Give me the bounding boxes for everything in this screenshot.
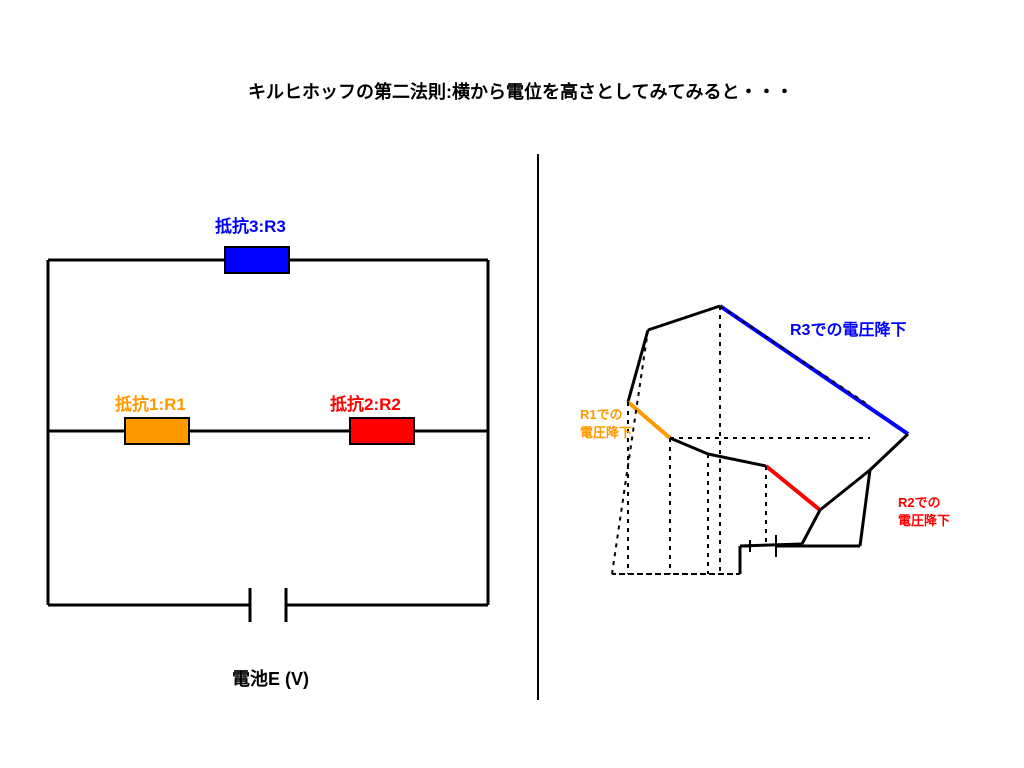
potential-r2-label-line1: R2での	[898, 495, 941, 510]
potential-r3-label: R3での電圧降下	[790, 316, 906, 340]
potential-r1-label: R1での 電圧降下	[580, 406, 632, 442]
resistor-1-label: 抵抗1:R1	[115, 390, 186, 415]
diagram-canvas	[0, 0, 1024, 768]
resistor-3-label: 抵抗3:R3	[215, 212, 286, 237]
resistor-1-box	[125, 418, 189, 444]
resistor-2-box	[350, 418, 414, 444]
circuit-diagram	[48, 247, 488, 622]
potential-diagram	[612, 306, 908, 574]
potential-r1-label-line2: 電圧降下	[580, 425, 632, 440]
resistor-2-label: 抵抗2:R2	[330, 390, 401, 415]
potential-r2-label: R2での 電圧降下	[898, 494, 950, 530]
resistor-3-box	[225, 247, 289, 273]
potential-r1-label-line1: R1での	[580, 407, 623, 422]
r2-drop-line	[766, 466, 820, 510]
battery-label: 電池E (V)	[232, 665, 309, 691]
potential-r2-label-line2: 電圧降下	[898, 513, 950, 528]
